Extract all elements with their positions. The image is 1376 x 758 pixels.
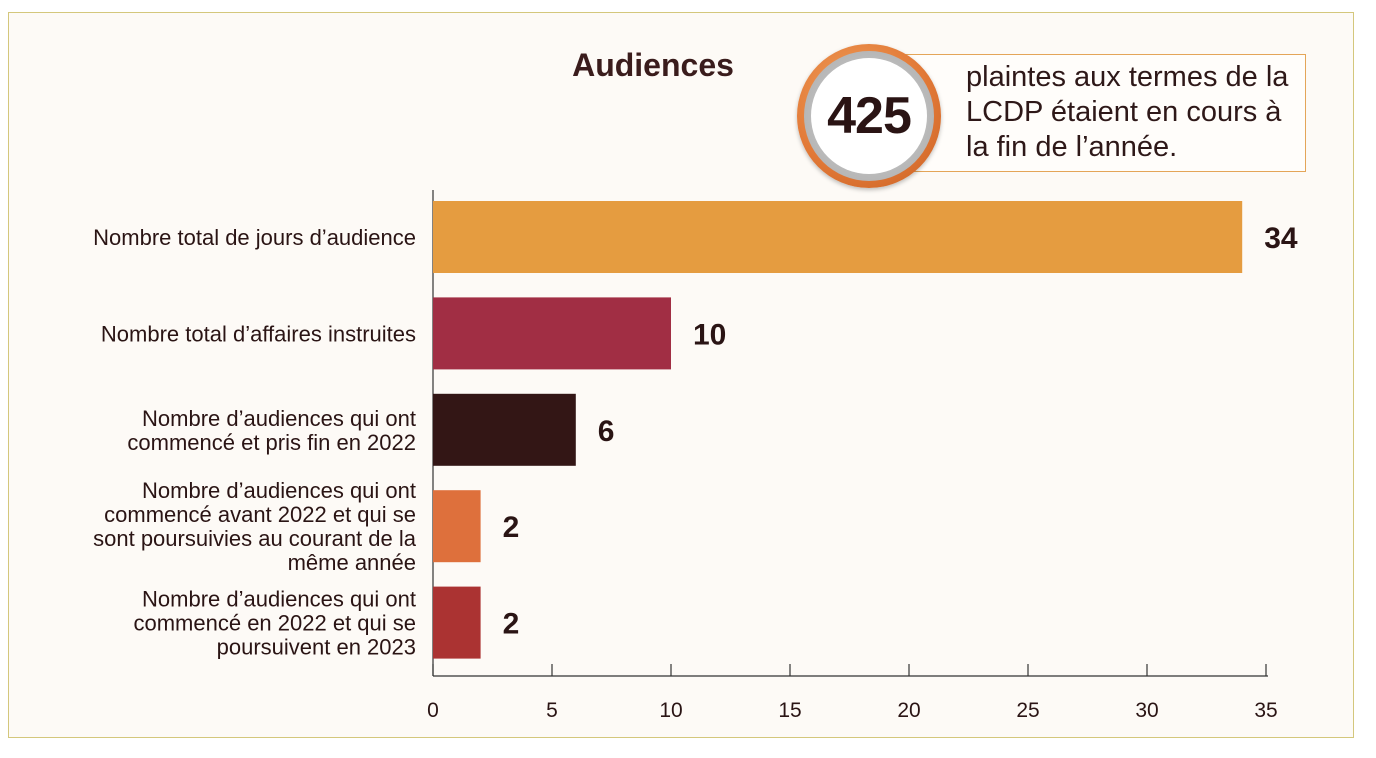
x-tick-label: 15 <box>778 699 801 722</box>
category-label-line: même année <box>288 550 416 575</box>
x-tick-label: 35 <box>1254 699 1277 722</box>
bar <box>433 297 671 370</box>
chart-title: Audiences <box>572 47 734 83</box>
bar <box>433 586 481 659</box>
x-tick-label: 10 <box>659 699 682 722</box>
bar <box>433 393 576 466</box>
bar <box>433 490 481 563</box>
category-label-line: Nombre total de jours d’audience <box>93 225 416 250</box>
category-label: Nombre d’audiences qui ont commencé avant… <box>93 478 417 575</box>
bar-value-label: 2 <box>503 608 520 641</box>
category-labels: Nombre total de jours d’audience Nombre t… <box>93 225 417 660</box>
category-label: Nombre d’audiences qui ont commencé en 20… <box>133 587 416 660</box>
x-tick-labels: 0 5 10 15 20 25 30 35 <box>427 699 1278 722</box>
callout-text: plaintes aux termes de la LCDP étaient e… <box>966 61 1289 163</box>
bar-series <box>433 201 1243 659</box>
category-label-line: Nombre d’audiences qui ont <box>142 478 416 503</box>
callout-badge: 425 <box>811 58 927 174</box>
category-label: Nombre d’audiences qui ont commencé et pr… <box>127 406 416 455</box>
category-label-line: Nombre d’audiences qui ont <box>142 406 416 431</box>
x-tick-label: 5 <box>546 699 558 722</box>
bar-value-label: 2 <box>503 511 520 544</box>
category-label-line: commencé en 2022 et qui se <box>133 611 416 636</box>
category-label: Nombre total d’affaires instruites <box>101 321 416 346</box>
bar-value-label: 6 <box>598 415 615 448</box>
bar-value-label: 34 <box>1264 222 1298 255</box>
category-label-line: commencé avant 2022 et qui se <box>104 502 416 527</box>
x-tick-label: 0 <box>427 699 439 722</box>
category-label-line: Nombre total d’affaires instruites <box>101 321 416 346</box>
x-tick-label: 25 <box>1016 699 1039 722</box>
x-tick-label: 30 <box>1135 699 1158 722</box>
category-label: Nombre total de jours d’audience <box>93 225 416 250</box>
category-label-line: Nombre d’audiences qui ont <box>142 587 416 612</box>
category-label-line: poursuivent en 2023 <box>217 635 416 660</box>
callout-box <box>888 54 1306 172</box>
callout-number: 425 <box>827 87 912 145</box>
value-labels: 34 10 6 2 2 <box>503 222 1298 641</box>
bar <box>433 201 1243 273</box>
bar-value-label: 10 <box>693 318 726 351</box>
category-label-line: sont poursuivies au courant de la <box>93 526 417 551</box>
x-tick-label: 20 <box>897 699 920 722</box>
category-label-line: commencé et pris fin en 2022 <box>127 430 416 455</box>
